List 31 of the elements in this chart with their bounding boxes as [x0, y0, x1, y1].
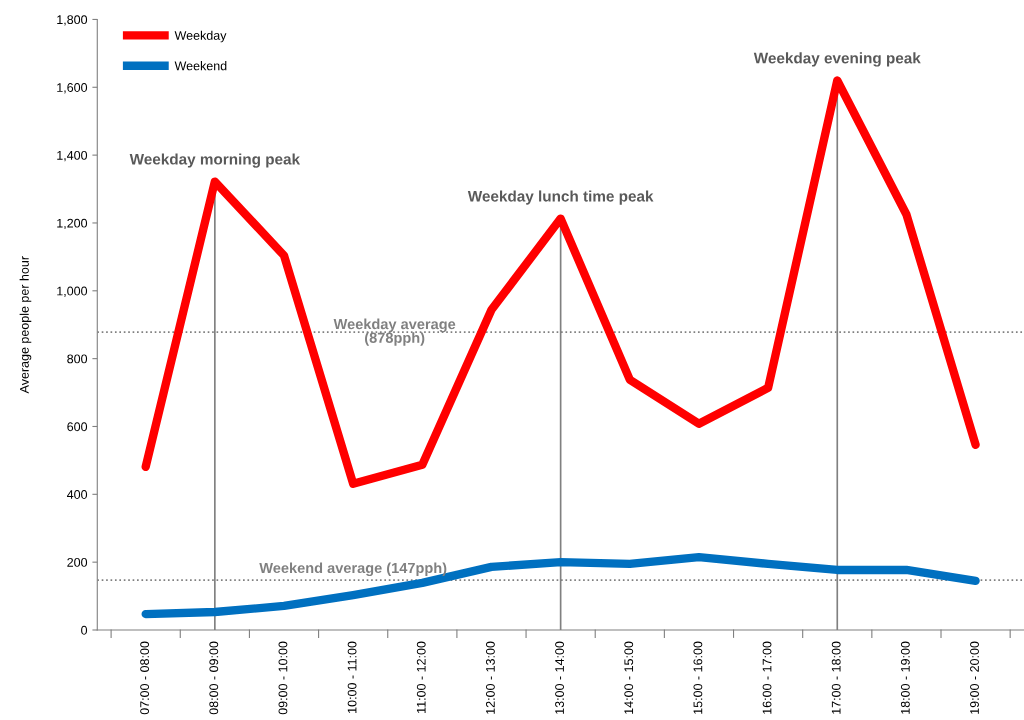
y-axis-title: Average people per hour — [19, 256, 32, 394]
y-tick-label: 200 — [67, 557, 88, 567]
ref-line-label: Weekday evening peak — [753, 52, 921, 67]
y-tick-label: 1,000 — [57, 286, 88, 297]
y-tick-label: 1,400 — [57, 150, 88, 162]
x-tick-label: 18:00 - 19:00 — [900, 641, 910, 714]
x-tick-label: 14:00 - 15:00 — [624, 641, 634, 714]
y-tick-label: 1,200 — [57, 218, 88, 230]
y-tick-label: 800 — [67, 354, 88, 364]
ref-line-label: Weekday average (878pph) — [333, 318, 456, 346]
x-tick-label: 13:00 - 14:00 — [555, 641, 564, 714]
y-tick-label: 1,600 — [57, 83, 88, 94]
y-tick-label: 600 — [67, 422, 88, 432]
x-tick-label: 08:00 - 09:00 — [209, 641, 219, 715]
legend-label: Weekend — [174, 61, 227, 71]
x-tick-label: 16:00 - 17:00 — [762, 641, 772, 714]
x-tick-label: 11:00 - 12:00 — [416, 641, 426, 713]
x-tick-label: 17:00 - 18:00 — [831, 641, 841, 714]
ref-line-label: Weekend average (147pph) — [259, 562, 447, 577]
x-tick-label: 09:00 - 10:00 — [278, 641, 288, 715]
x-tick-label: 19:00 - 20:00 — [970, 641, 979, 714]
x-tick-label: 12:00 - 13:00 — [485, 641, 495, 714]
ref-line-label: Weekday morning peak — [129, 153, 301, 168]
ref-line-label: Weekday lunch time peak — [467, 190, 654, 205]
legend-label: Weekday — [174, 30, 227, 43]
y-tick-label: 1,800 — [57, 15, 88, 26]
x-tick-label: 15:00 - 16:00 — [693, 641, 703, 714]
y-tick-label: 0 — [81, 625, 88, 635]
x-tick-label: 07:00 - 08:00 — [140, 641, 150, 715]
x-tick-label: 10:00 - 11:00 — [347, 641, 357, 713]
y-tick-label: 400 — [66, 490, 88, 499]
